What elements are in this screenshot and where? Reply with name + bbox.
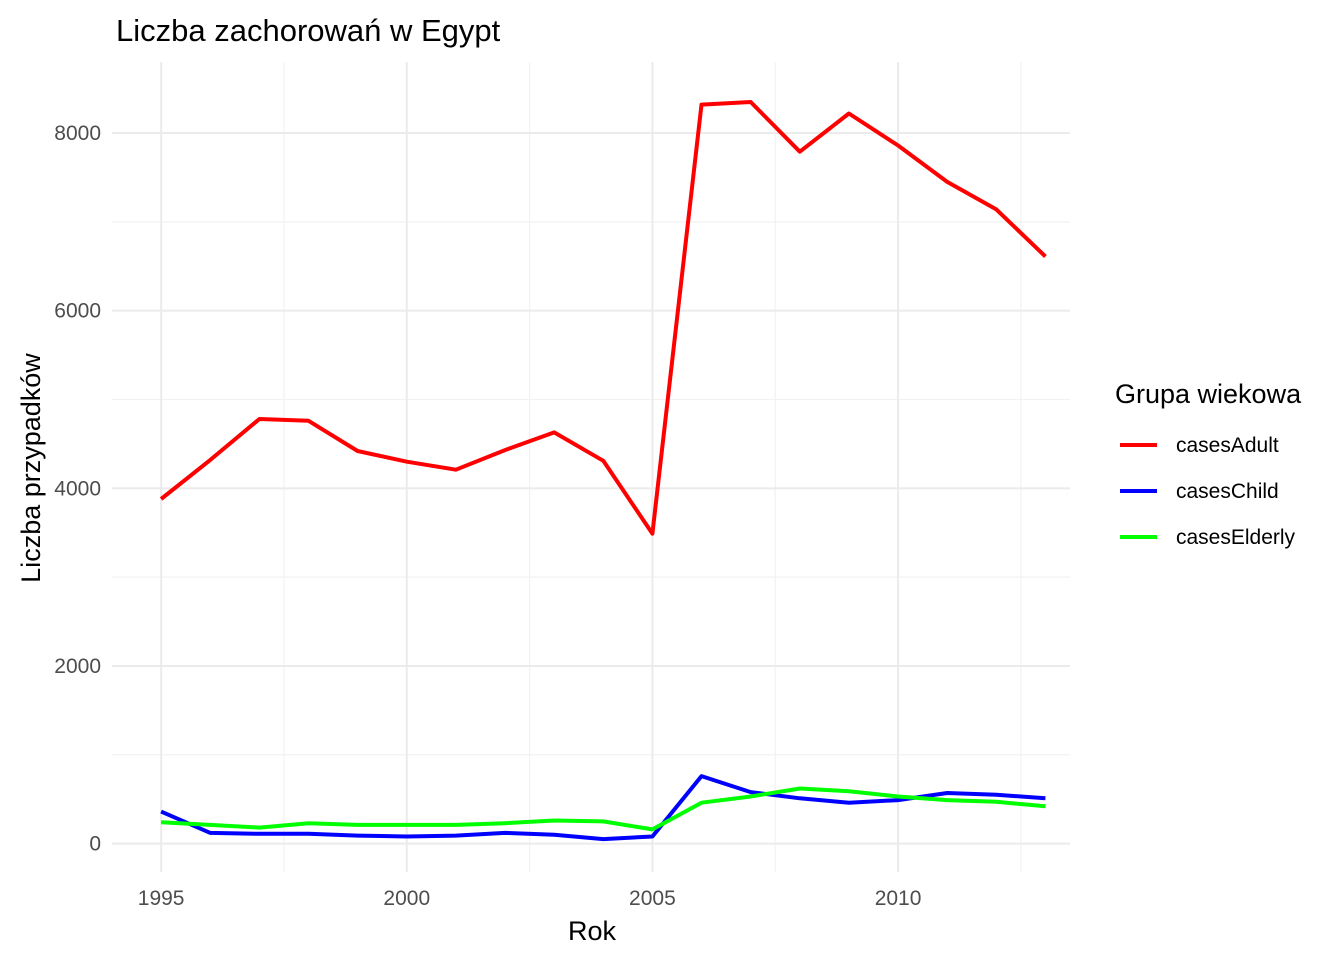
- major-gridlines: [112, 62, 1070, 872]
- legend: Grupa wiekowa casesAdult casesChild casesE…: [1115, 379, 1302, 549]
- y-axis-title: Liczba przypadków: [16, 353, 46, 583]
- series-line-casesChild: [160, 774, 1046, 842]
- x-tick-label: 2010: [875, 887, 922, 910]
- minor-gridlines: [112, 62, 1070, 872]
- y-tick-label: 8000: [54, 122, 101, 145]
- x-axis-ticks: 1995 2000 2005 2010: [138, 887, 922, 910]
- legend-label-casesChild: casesChild: [1176, 480, 1279, 503]
- y-tick-label: 4000: [54, 477, 101, 500]
- legend-label-casesAdult: casesAdult: [1176, 434, 1279, 457]
- chart-title: Liczba zachorowań w Egypt: [116, 13, 501, 48]
- x-tick-label: 1995: [138, 887, 185, 910]
- x-tick-label: 2000: [383, 887, 430, 910]
- x-axis-title: Rok: [568, 916, 617, 946]
- legend-items: casesAdult casesChild casesElderly: [1120, 434, 1296, 549]
- y-axis-ticks: 0 2000 4000 6000 8000: [54, 122, 101, 856]
- legend-title: Grupa wiekowa: [1115, 379, 1302, 409]
- y-tick-label: 0: [89, 833, 101, 856]
- series-line-casesElderly: [160, 786, 1046, 832]
- series-line-casesAdult: [159, 100, 1047, 536]
- y-tick-label: 6000: [54, 300, 101, 323]
- series-lines: [159, 100, 1047, 842]
- legend-label-casesElderly: casesElderly: [1176, 526, 1296, 549]
- x-tick-label: 2005: [629, 887, 676, 910]
- y-tick-label: 2000: [54, 655, 101, 678]
